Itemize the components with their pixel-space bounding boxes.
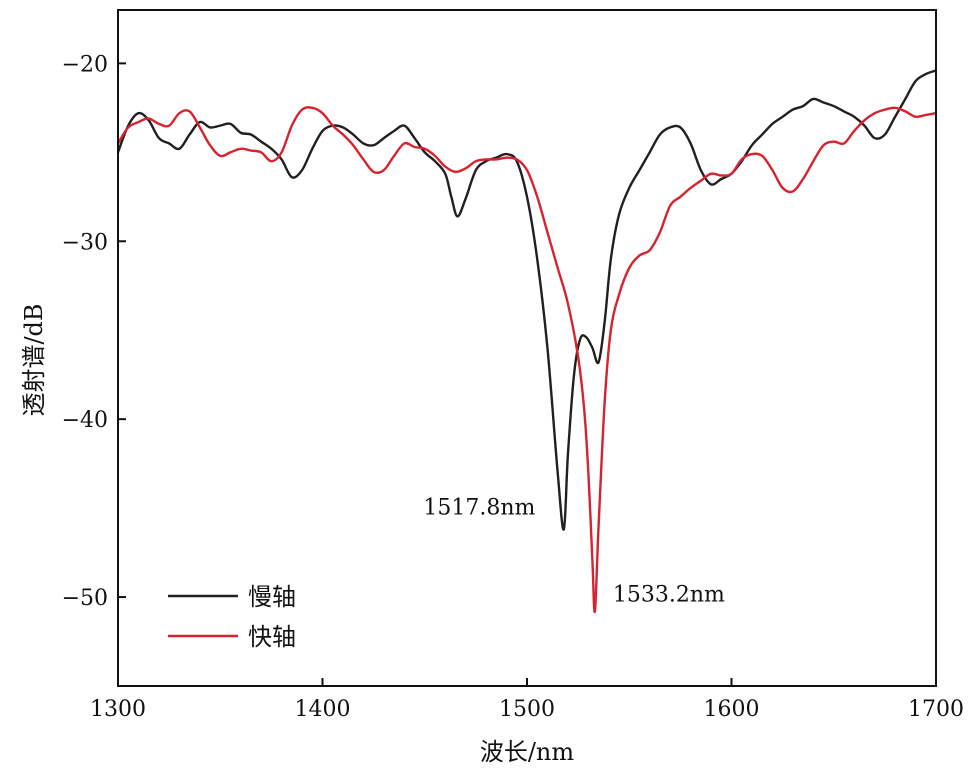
x-tick-label-1300: 1300 <box>90 697 146 722</box>
x-tick-label-1700: 1700 <box>908 697 964 722</box>
y-tick-label--40: −40 <box>62 408 108 433</box>
y-tick-label--20: −20 <box>62 52 108 77</box>
x-tick-label-1500: 1500 <box>499 697 555 722</box>
legend-label-1: 快轴 <box>248 623 296 651</box>
x-tick-label-1400: 1400 <box>295 697 351 722</box>
series-line-fast-axis <box>118 106 936 613</box>
y-tick-label--30: −30 <box>62 230 108 255</box>
x-axis: 1300 1400 1500 1600 1700 <box>90 678 964 722</box>
annotations: 1517.8nm 1533.2nm <box>423 495 725 607</box>
y-tick-label--50: −50 <box>62 586 108 611</box>
y-axis-label: 透射谱/dB <box>20 303 48 416</box>
legend-label-0: 慢轴 <box>248 583 296 611</box>
annotation-1: 1533.2nm <box>613 582 725 607</box>
x-tick-label-1600: 1600 <box>704 697 760 722</box>
plot-frame <box>117 9 937 687</box>
annotation-0: 1517.8nm <box>423 495 535 520</box>
series-layer <box>118 69 936 613</box>
y-axis: −20 −30 −40 −50 <box>62 52 126 611</box>
series-line-slow-axis <box>118 69 936 531</box>
x-axis-label: 波长/nm <box>480 738 575 766</box>
